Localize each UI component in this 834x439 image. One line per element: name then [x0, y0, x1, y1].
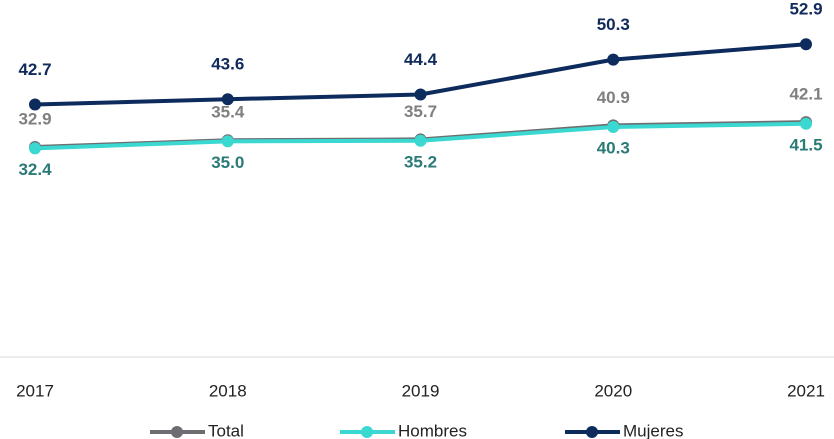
data-label: 52.9: [789, 0, 822, 19]
data-point: [29, 98, 41, 111]
data-point: [221, 93, 234, 106]
data-point: [607, 53, 620, 66]
data-label: 40.3: [597, 139, 630, 158]
data-label: 43.6: [211, 55, 244, 74]
data-point: [800, 117, 812, 130]
x-tick-label: 2020: [594, 381, 632, 400]
legend-marker: [171, 426, 183, 438]
data-label: 35.7: [404, 102, 437, 121]
data-point: [607, 121, 620, 134]
data-point: [29, 142, 41, 155]
data-label: 32.9: [18, 109, 51, 128]
x-tick-label: 2021: [787, 381, 825, 400]
data-label: 32.4: [18, 160, 52, 179]
legend-label: Hombres: [398, 421, 467, 439]
x-tick-label: 2017: [16, 381, 54, 400]
data-point: [800, 38, 812, 51]
data-point: [221, 135, 234, 148]
data-label: 42.7: [18, 60, 51, 79]
data-label: 50.3: [597, 15, 630, 34]
data-label: 40.9: [597, 88, 630, 107]
legend-label: Total: [208, 421, 244, 439]
legend-marker: [361, 426, 373, 438]
data-label: 35.0: [211, 153, 244, 172]
data-label: 41.5: [789, 135, 822, 154]
data-label: 42.1: [789, 85, 822, 104]
data-point: [414, 134, 427, 147]
data-label: 35.4: [211, 103, 245, 122]
data-point: [414, 88, 427, 101]
data-label: 44.4: [404, 50, 438, 69]
legend-label: Mujeres: [623, 421, 683, 439]
x-tick-label: 2019: [402, 381, 440, 400]
legend-marker: [586, 426, 598, 438]
data-label: 35.2: [404, 152, 437, 171]
x-tick-label: 2018: [209, 381, 247, 400]
